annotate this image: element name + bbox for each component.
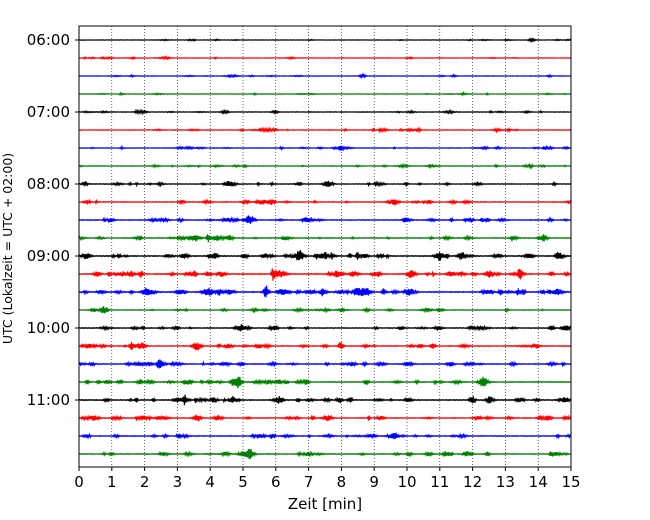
- trace-line-23: [78, 448, 572, 459]
- x-tick-label: 8: [337, 473, 347, 491]
- y-tick-label: 10:00: [27, 319, 70, 337]
- x-tick-label: 2: [140, 473, 150, 491]
- trace-line-18: [78, 359, 572, 369]
- trace-line-0: [78, 36, 572, 43]
- y-axis-ticks: 06:00 07:00 08:00 09:00 10:00 11:00: [27, 31, 79, 409]
- y-tick-label: 07:00: [27, 103, 70, 121]
- trace-line-15: [78, 306, 572, 314]
- x-tick-label: 3: [173, 473, 183, 491]
- trace-line-5: [78, 126, 572, 134]
- trace-line-20: [78, 394, 572, 406]
- x-tick-label: 6: [271, 473, 281, 491]
- x-tick-label: 4: [205, 473, 215, 491]
- x-tick-label: 12: [463, 473, 482, 491]
- x-tick-label: 15: [561, 473, 580, 491]
- x-tick-label: 11: [430, 473, 449, 491]
- trace-line-3: [78, 90, 572, 97]
- y-tick-label: 08:00: [27, 175, 70, 193]
- x-tick-label: 0: [74, 473, 84, 491]
- y-tick-label: 06:00: [27, 31, 70, 49]
- trace-line-21: [78, 414, 572, 422]
- seismogram-traces: [78, 36, 572, 459]
- trace-line-2: [78, 72, 572, 80]
- trace-line-17: [78, 341, 572, 351]
- x-tick-label: 10: [397, 473, 416, 491]
- x-tick-label: 14: [529, 473, 548, 491]
- x-tick-label: 1: [107, 473, 117, 491]
- y-tick-label: 11:00: [27, 391, 70, 409]
- y-tick-label: 09:00: [27, 247, 70, 265]
- x-tick-label: 9: [369, 473, 379, 491]
- trace-line-10: [78, 215, 572, 224]
- trace-line-4: [78, 108, 572, 116]
- trace-line-12: [78, 249, 572, 261]
- trace-line-11: [78, 234, 572, 243]
- trace-line-7: [78, 162, 572, 170]
- trace-line-19: [78, 376, 572, 389]
- trace-line-9: [78, 198, 572, 206]
- x-tick-label: 13: [496, 473, 515, 491]
- x-axis-ticks: 0 1 2 3 4 5 6 7 8 9 10 11 12 13 14 15: [74, 467, 581, 491]
- plot-frame: [78, 25, 572, 468]
- x-tick-label: 5: [238, 473, 248, 491]
- trace-line-8: [78, 180, 572, 188]
- x-axis-label: Zeit [min]: [288, 495, 362, 513]
- trace-line-22: [78, 432, 572, 440]
- x-tick-label: 7: [304, 473, 314, 491]
- trace-line-6: [78, 144, 572, 152]
- trace-line-13: [78, 268, 572, 281]
- trace-line-14: [78, 285, 572, 298]
- y-axis-label: UTC (Lokalzeit = UTC + 02:00): [0, 153, 15, 344]
- trace-line-1: [78, 55, 572, 61]
- trace-line-16: [78, 324, 572, 332]
